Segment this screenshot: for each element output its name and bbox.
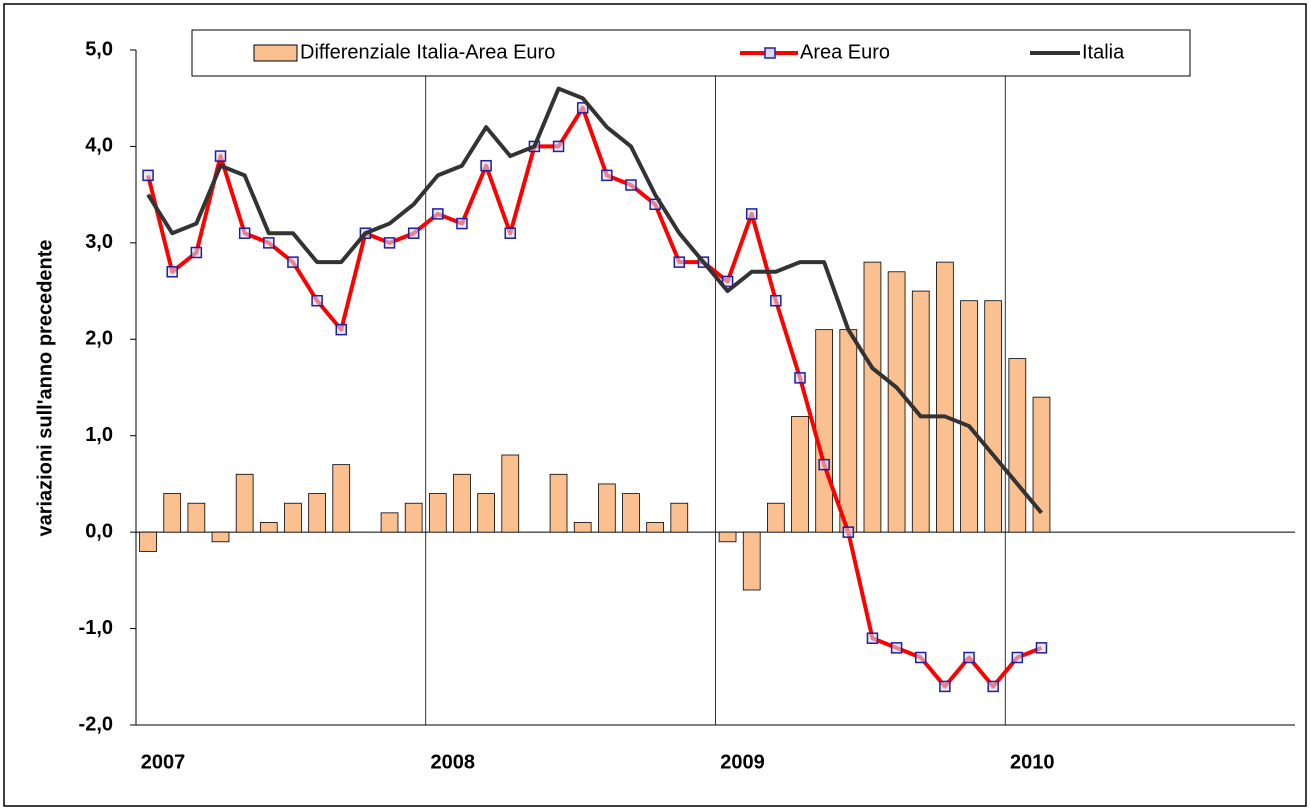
bar	[139, 531, 157, 552]
marker	[1011, 651, 1024, 664]
marker	[238, 227, 251, 239]
bar	[549, 473, 568, 533]
marker	[625, 179, 637, 191]
bar	[308, 493, 326, 533]
bar	[404, 502, 423, 533]
y-tick-label: 4,0	[85, 135, 113, 157]
bar	[453, 473, 471, 533]
bar	[622, 493, 640, 533]
marker	[721, 275, 734, 288]
bar	[815, 329, 834, 533]
bar	[839, 329, 858, 533]
y-axis-label: variazioni sull'anno precedente	[34, 239, 56, 536]
bar	[573, 522, 592, 533]
marker	[818, 458, 830, 471]
bar	[863, 261, 882, 533]
legend-box	[191, 29, 1191, 77]
bar	[187, 502, 206, 533]
marker	[504, 227, 517, 239]
legend-label: Area Euro	[800, 41, 890, 63]
legend-swatch	[253, 44, 298, 62]
marker	[745, 208, 758, 220]
marker	[601, 169, 613, 182]
bar	[718, 531, 737, 543]
bar	[936, 261, 954, 533]
marker	[480, 159, 492, 172]
marker	[142, 169, 154, 182]
marker	[383, 237, 396, 249]
marker	[576, 102, 589, 114]
bar	[428, 493, 447, 533]
bar	[742, 531, 761, 591]
marker	[890, 642, 903, 654]
y-tick-label: -1,0	[79, 617, 113, 639]
legend-marker	[764, 47, 776, 59]
marker	[432, 208, 444, 220]
marker	[407, 227, 420, 239]
marker	[335, 323, 347, 336]
bar	[211, 531, 230, 543]
x-tick-label: 2008	[431, 751, 476, 773]
x-tick-label: 2007	[141, 751, 186, 773]
bar	[163, 493, 182, 533]
y-tick-label: 3,0	[85, 231, 113, 253]
marker	[866, 632, 879, 644]
bar	[960, 300, 978, 533]
marker	[552, 140, 565, 153]
y-tick-label: -2,0	[79, 713, 113, 735]
marker	[794, 372, 806, 384]
marker	[311, 294, 323, 307]
marker	[190, 246, 203, 259]
bar	[380, 512, 399, 533]
bar	[646, 522, 664, 533]
marker	[770, 294, 782, 307]
bar	[235, 473, 254, 533]
bar	[984, 300, 1003, 533]
bar	[911, 290, 930, 533]
marker	[963, 651, 975, 664]
legend-label: Italia	[1082, 41, 1125, 63]
y-tick-label: 2,0	[85, 328, 113, 350]
bar	[501, 454, 520, 533]
marker	[673, 256, 686, 268]
marker	[287, 256, 299, 268]
marker	[1035, 642, 1048, 654]
marker	[939, 680, 951, 693]
legend-label: Differenziale Italia-Area Euro	[300, 41, 555, 63]
bar	[887, 271, 906, 533]
y-tick-label: 0,0	[85, 520, 113, 542]
chart-border	[3, 3, 1307, 807]
line	[146, 86, 1044, 515]
bar	[670, 502, 689, 533]
bar	[284, 502, 302, 533]
y-tick-label: 5,0	[85, 38, 113, 60]
bar	[332, 464, 351, 533]
bar	[259, 522, 278, 533]
bar	[1032, 396, 1051, 533]
marker	[842, 526, 855, 538]
marker	[987, 680, 999, 693]
marker	[214, 150, 227, 162]
marker	[166, 266, 178, 278]
x-tick-label: 2010	[1010, 751, 1055, 773]
x-tick-label: 2009	[720, 751, 765, 773]
marker	[263, 237, 275, 249]
bar	[597, 483, 616, 533]
bar	[1008, 358, 1027, 533]
bar	[477, 493, 495, 533]
y-tick-label: 1,0	[85, 424, 113, 446]
marker	[456, 217, 468, 230]
marker	[914, 651, 927, 664]
bar	[767, 502, 785, 533]
bar	[791, 416, 809, 533]
